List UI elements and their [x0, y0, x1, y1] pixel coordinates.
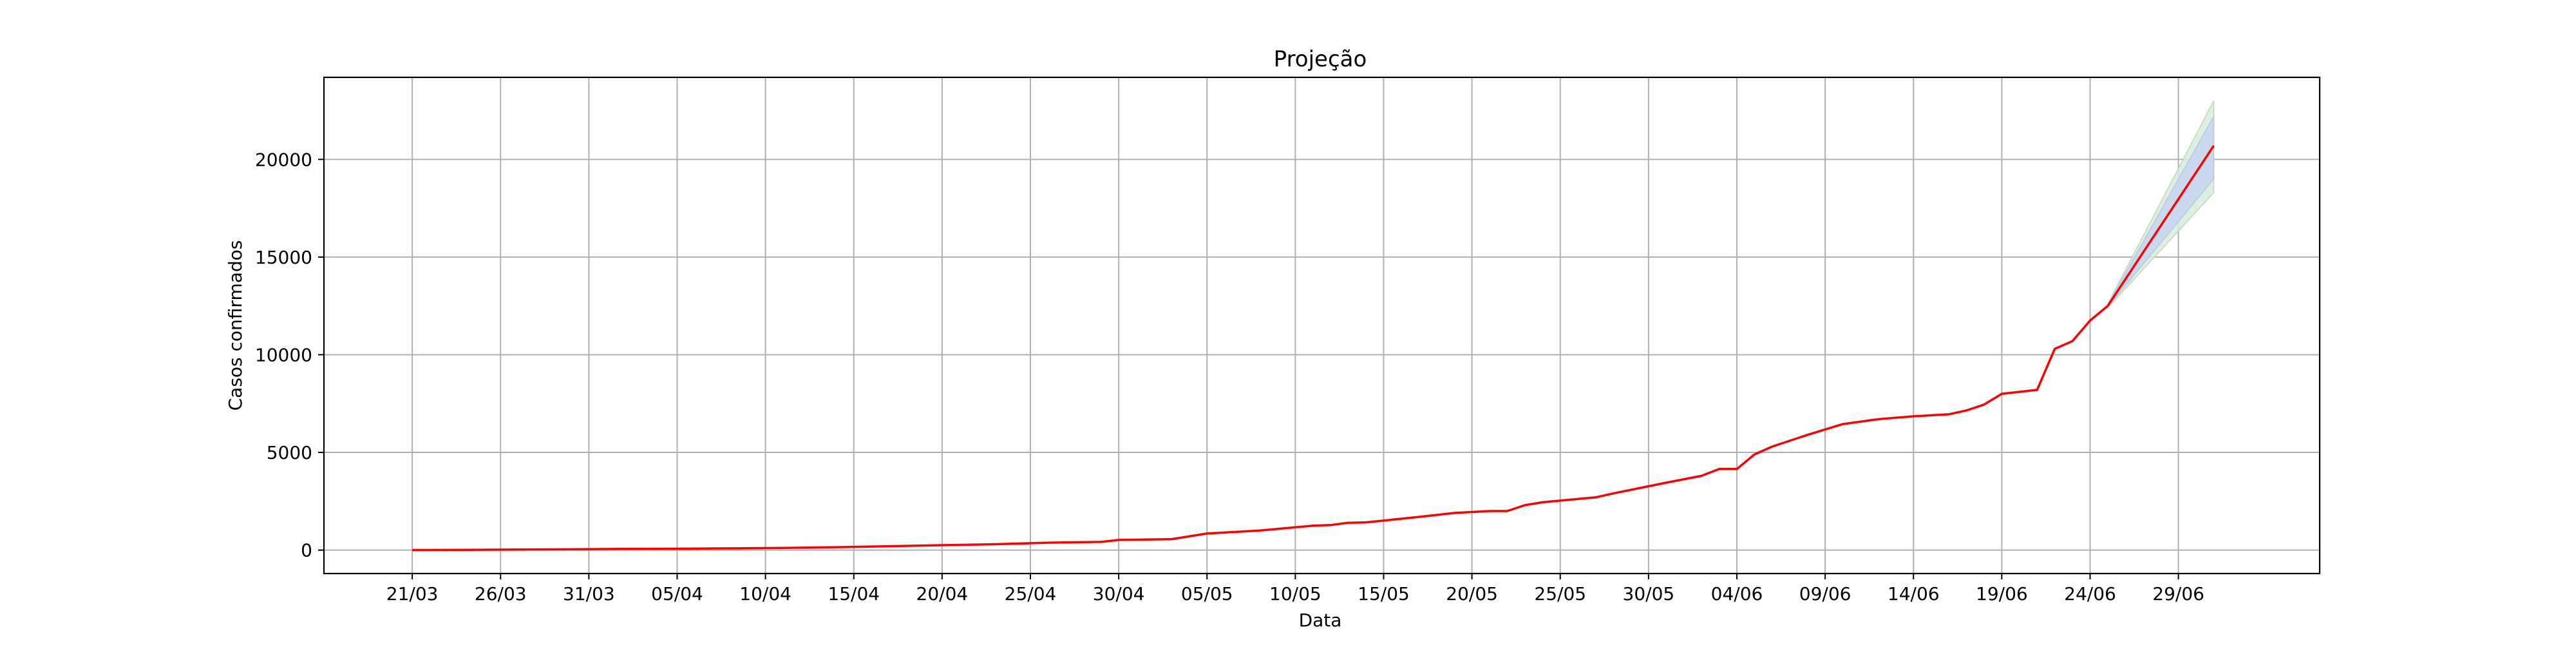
x-tick-label: 30/04 — [1093, 583, 1145, 604]
x-tick-label: 20/05 — [1446, 583, 1498, 604]
confirmed-cases-line — [412, 305, 2109, 552]
grid — [324, 77, 2320, 574]
x-tick-label: 25/04 — [1005, 583, 1057, 604]
x-axis-label: Data — [1299, 610, 1342, 631]
x-tick-label: 10/05 — [1269, 583, 1321, 604]
chart-title: Projeção — [1274, 46, 1367, 72]
x-tick-label: 15/04 — [828, 583, 880, 604]
x-tick-label: 05/05 — [1181, 583, 1233, 604]
x-tick-label: 31/03 — [563, 583, 615, 604]
x-tick-label: 26/03 — [475, 583, 527, 604]
series-lines — [412, 145, 2215, 552]
x-tick-label: 09/06 — [1799, 583, 1852, 604]
y-axis-label: Casos confirmados — [225, 240, 246, 411]
plot-frame — [323, 76, 2321, 575]
x-tick-label: 21/03 — [386, 583, 439, 604]
x-tick-label: 20/04 — [916, 583, 969, 604]
axis-ticks: 21/03 26/03 31/03 05/04 10/04 15/04 20/04 25/04… — [255, 149, 2204, 604]
x-tick-label: 30/05 — [1623, 583, 1675, 604]
x-tick-label: 10/04 — [739, 583, 791, 604]
x-tick-label: 04/06 — [1711, 583, 1763, 604]
y-tick-label: 20000 — [255, 149, 312, 170]
x-tick-label: 15/05 — [1358, 583, 1410, 604]
y-tick-label: 10000 — [255, 344, 312, 365]
y-tick-label: 5000 — [267, 442, 312, 463]
projection-bands — [2107, 101, 2215, 309]
x-tick-label: 14/06 — [1888, 583, 1940, 604]
y-tick-label: 15000 — [255, 247, 312, 268]
x-tick-label: 24/06 — [2064, 583, 2116, 604]
x-tick-label: 29/06 — [2152, 583, 2204, 604]
y-tick-label: 0 — [301, 540, 312, 561]
projection-line — [2107, 145, 2215, 307]
x-tick-label: 25/05 — [1534, 583, 1586, 604]
x-tick-label: 19/06 — [1976, 583, 2028, 604]
x-tick-label: 05/04 — [651, 583, 703, 604]
